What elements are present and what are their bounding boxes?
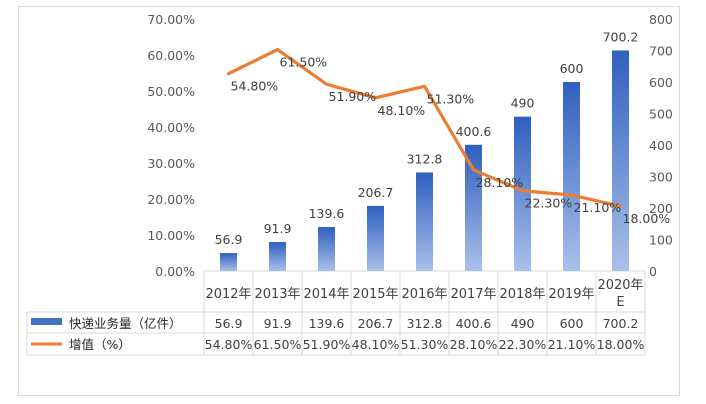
line-value-label: 48.10% <box>378 103 426 118</box>
bar <box>563 82 580 271</box>
right-axis-tick-label: 300 <box>649 170 673 185</box>
right-axis-tick-label: 200 <box>649 201 673 216</box>
left-axis-tick-label: 70.00% <box>147 12 195 27</box>
left-axis-tick-label: 0.00% <box>155 264 195 279</box>
left-axis-tick-label: 60.00% <box>147 48 195 63</box>
category-label: 2014年 <box>303 287 349 302</box>
right-axis-tick-label: 700 <box>649 44 673 59</box>
table-cell: 22.30% <box>499 337 547 352</box>
table-cell: 56.9 <box>215 316 243 331</box>
line-value-label: 21.10% <box>574 200 622 215</box>
table-cell: 28.10% <box>450 337 498 352</box>
table-cell: 48.10% <box>352 337 400 352</box>
table-cell: 21.10% <box>548 337 596 352</box>
data-table: 2012年 2013年 2014年 2015年 2016年 2017年 2018年 2019年… <box>26 270 646 356</box>
category-label: E <box>616 295 624 310</box>
line-value-label: 28.10% <box>476 175 524 190</box>
table-cell: 51.90% <box>303 337 351 352</box>
bar <box>514 116 531 272</box>
table-cell: 312.8 <box>407 316 443 331</box>
table-cell: 18.00% <box>597 337 645 352</box>
line-series <box>226 47 623 208</box>
line-value-label: 51.30% <box>427 91 475 106</box>
table-cell: 51.30% <box>401 337 449 352</box>
legend-line-label: 增值（%） <box>69 337 131 352</box>
bar-value-label: 91.9 <box>264 221 292 236</box>
category-label: 2013年 <box>254 287 300 302</box>
left-axis-tick-label: 50.00% <box>147 84 195 99</box>
bar <box>220 253 237 271</box>
line-value-label: 61.50% <box>280 55 328 70</box>
left-axis-tick-label: 40.00% <box>147 120 195 135</box>
table-cell: 61.50% <box>254 337 302 352</box>
axes: 0.00% 10.00% 20.00% 30.00% 40.00% 50.00% 60.00… <box>147 12 673 279</box>
line-value-label: 54.80% <box>231 79 279 94</box>
category-label: 2012年 <box>205 287 251 302</box>
table-cell: 400.6 <box>456 316 492 331</box>
bar <box>269 242 286 271</box>
category-label: 2017年 <box>450 287 496 302</box>
bar-value-label: 600 <box>560 61 584 76</box>
right-axis-tick-label: 800 <box>649 12 673 27</box>
right-axis-tick-label: 500 <box>649 107 673 122</box>
data-labels: 56.9 91.9 139.6 206.7 312.8 400.6 490 600 700.2 5… <box>215 29 671 247</box>
table-cell: 54.80% <box>205 337 253 352</box>
bar <box>416 172 433 271</box>
table-cell: 700.2 <box>603 316 639 331</box>
bar-value-label: 139.6 <box>309 206 345 221</box>
right-axis-tick-label: 400 <box>649 138 673 153</box>
bar <box>367 205 384 271</box>
category-label: 2018年 <box>499 287 545 302</box>
left-axis-tick-label: 10.00% <box>147 228 195 243</box>
left-axis-tick-label: 20.00% <box>147 192 195 207</box>
bar-value-label: 700.2 <box>603 29 639 44</box>
growth-line <box>226 47 623 208</box>
bar <box>465 144 482 271</box>
table-cell: 490 <box>511 316 535 331</box>
table-cell: 139.6 <box>309 316 345 331</box>
bar-value-label: 312.8 <box>407 151 443 166</box>
bar-value-label: 56.9 <box>215 232 243 247</box>
combo-chart: 2012年 2013年 2014年 2015年 2016年 2017年 2018年 2019年… <box>26 12 673 356</box>
chart-frame: 2012年 2013年 2014年 2015年 2016年 2017年 2018年 2019年… <box>18 6 680 396</box>
bar <box>318 227 335 271</box>
bar-value-label: 490 <box>511 96 535 111</box>
category-label: 2016年 <box>401 287 447 302</box>
line-value-label: 51.90% <box>329 89 377 104</box>
table-cell: 600 <box>560 316 584 331</box>
legend-bar-label: 快递业务量（亿件） <box>69 316 182 331</box>
category-label: 2019年 <box>548 287 594 302</box>
table-cell: 206.7 <box>358 316 394 331</box>
right-axis-tick-label: 600 <box>649 75 673 90</box>
table-cell: 91.9 <box>264 316 292 331</box>
line-value-label: 18.00% <box>623 211 671 226</box>
bar-value-label: 400.6 <box>456 124 492 139</box>
category-label: 2020年 <box>597 278 643 293</box>
left-axis-tick-label: 30.00% <box>147 156 195 171</box>
bar <box>612 50 629 272</box>
bar-series <box>220 50 629 272</box>
right-axis-tick-label: 100 <box>649 233 673 248</box>
category-label: 2015年 <box>352 287 398 302</box>
line-value-label: 22.30% <box>525 196 573 211</box>
right-axis-tick-label: 0 <box>649 264 657 279</box>
bar-value-label: 206.7 <box>358 185 394 200</box>
legend-bar-swatch <box>31 318 62 325</box>
